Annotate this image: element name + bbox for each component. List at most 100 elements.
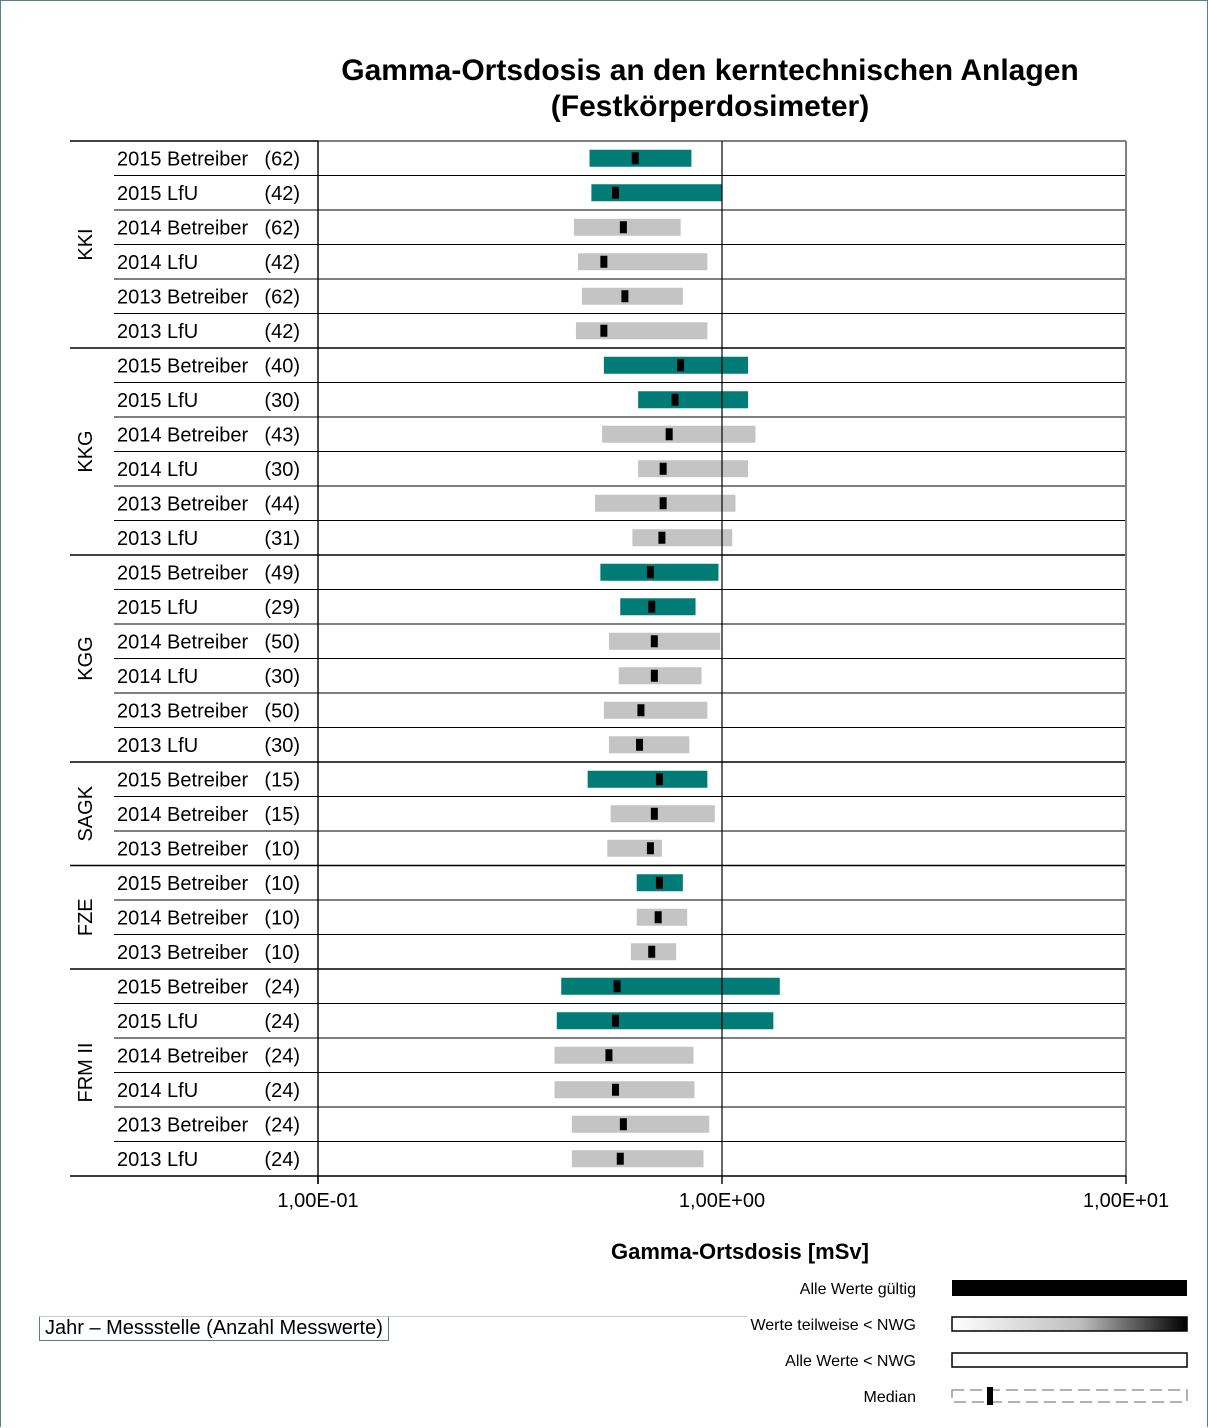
median-marker	[650, 669, 658, 682]
row-count: (40)	[264, 355, 300, 377]
median-marker	[659, 462, 667, 475]
group-label: FZE	[75, 898, 97, 936]
group-label: SAGK	[75, 785, 97, 841]
median-marker	[605, 1049, 613, 1062]
chart-title-line2: (Festkörperdosimeter)	[551, 90, 869, 123]
row-label: 2013 LfU	[117, 528, 198, 550]
row-count: (24)	[264, 1011, 300, 1033]
range-bar	[571, 1150, 704, 1168]
legend-swatch-all-valid	[952, 1280, 1187, 1296]
median-marker	[612, 1083, 620, 1096]
range-bar	[571, 1115, 710, 1133]
row-count: (62)	[264, 148, 300, 170]
legend-swatch-median-frame	[951, 1389, 1188, 1403]
legend-label: Median	[864, 1389, 916, 1406]
median-marker	[600, 324, 608, 337]
group-label: KGG	[75, 636, 97, 680]
median-marker	[612, 186, 620, 199]
range-bar	[591, 184, 722, 202]
row-count: (31)	[264, 528, 300, 550]
row-count: (42)	[264, 252, 300, 274]
legend-swatch-empty	[951, 1352, 1188, 1368]
median-marker	[659, 497, 667, 510]
row-count: (42)	[264, 321, 300, 343]
row-count: (49)	[264, 562, 300, 584]
row-count: (29)	[264, 597, 300, 619]
row-label: 2013 LfU	[117, 735, 198, 757]
median-marker	[600, 255, 608, 268]
range-bar	[620, 598, 696, 616]
row-count: (62)	[264, 217, 300, 239]
median-marker	[650, 807, 658, 820]
row-count: (15)	[264, 769, 300, 791]
row-count: (24)	[264, 1080, 300, 1102]
range-bar	[638, 460, 749, 478]
row-label: 2015 LfU	[117, 597, 198, 619]
range-bar	[608, 736, 690, 754]
range-bar	[556, 1012, 774, 1030]
row-label: 2013 LfU	[117, 321, 198, 343]
axis-layer: 1,00E-01 1,00E+00 1,00E+01	[70, 140, 1169, 1212]
row-label: 2014 Betreiber	[117, 424, 249, 446]
legend-swatch-median	[987, 1387, 993, 1405]
range-bar	[561, 977, 780, 995]
row-count: (50)	[264, 631, 300, 653]
row-count: (30)	[264, 735, 300, 757]
row-label: 2015 Betreiber	[117, 976, 249, 998]
range-bar	[581, 287, 683, 305]
range-bar	[636, 908, 688, 926]
median-marker	[648, 945, 656, 958]
row-count: (42)	[264, 183, 300, 205]
row-label: 2015 LfU	[117, 390, 198, 412]
range-bar	[618, 667, 702, 685]
row-count: (43)	[264, 424, 300, 446]
row-count: (30)	[264, 459, 300, 481]
legend-label: Werte teilweise < NWG	[750, 1317, 916, 1334]
row-label: 2015 Betreiber	[117, 873, 249, 895]
median-marker	[616, 1152, 624, 1165]
row-label: 2014 Betreiber	[117, 1045, 249, 1067]
median-marker	[619, 221, 627, 234]
range-bar	[610, 805, 715, 823]
legend-label: Alle Werte < NWG	[785, 1353, 916, 1370]
row-count: (10)	[264, 907, 300, 929]
row-label: 2013 Betreiber	[117, 286, 249, 308]
row-count: (10)	[264, 873, 300, 895]
caption-box: Jahr – Messstelle (Anzahl Messwerte)	[39, 1317, 389, 1341]
row-label: 2014 LfU	[117, 252, 198, 274]
median-marker	[654, 911, 662, 924]
median-marker	[650, 635, 658, 648]
median-marker	[646, 566, 654, 579]
median-marker	[621, 290, 629, 303]
row-label: 2015 Betreiber	[117, 769, 249, 791]
row-label: 2014 Betreiber	[117, 631, 249, 653]
x-tick-label: 1,00E+01	[1083, 1190, 1169, 1212]
median-marker	[665, 428, 673, 441]
median-marker	[631, 152, 639, 165]
row-count: (24)	[264, 976, 300, 998]
row-count: (62)	[264, 286, 300, 308]
row-label: 2013 Betreiber	[117, 1114, 249, 1136]
range-bar	[600, 563, 719, 581]
row-label: 2015 Betreiber	[117, 355, 249, 377]
row-count: (10)	[264, 838, 300, 860]
group-label: KKI	[75, 228, 97, 260]
row-label: 2014 Betreiber	[117, 217, 249, 239]
range-bar	[603, 356, 749, 374]
median-marker	[612, 1014, 620, 1027]
row-label: 2015 Betreiber	[117, 148, 249, 170]
caption-rule	[39, 1316, 747, 1317]
row-label: 2013 Betreiber	[117, 942, 249, 964]
legend-label: Alle Werte gültig	[800, 1281, 916, 1298]
median-marker	[655, 773, 663, 786]
median-marker	[648, 600, 656, 613]
row-count: (24)	[264, 1149, 300, 1171]
range-bar	[587, 770, 708, 788]
row-count: (24)	[264, 1045, 300, 1067]
group-label: KKG	[75, 430, 97, 472]
median-marker	[671, 393, 679, 406]
row-count: (30)	[264, 390, 300, 412]
row-count: (10)	[264, 942, 300, 964]
x-tick-label: 1,00E-01	[277, 1190, 358, 1212]
